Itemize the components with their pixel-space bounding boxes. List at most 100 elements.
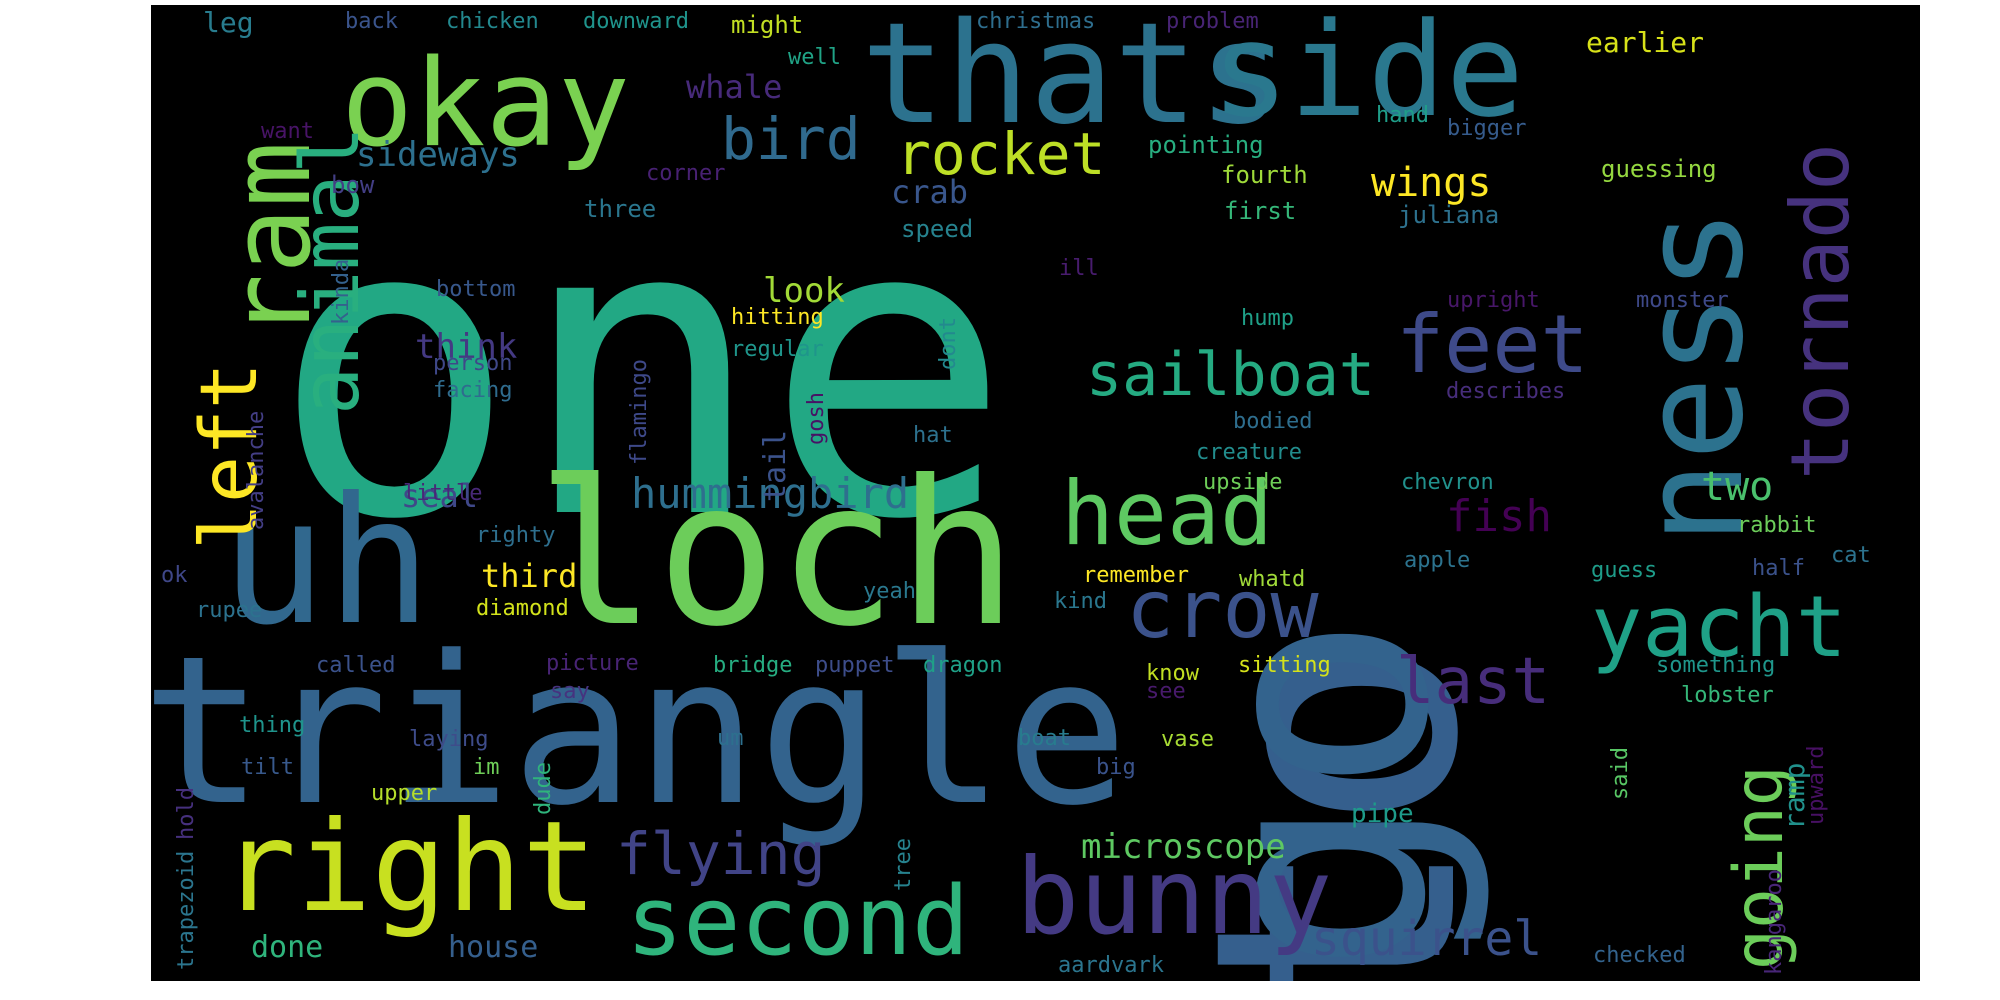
word: upper <box>371 781 438 806</box>
word: earlier <box>1586 26 1705 59</box>
word: fourth <box>1221 161 1308 189</box>
word: avalanche <box>244 410 269 530</box>
word: think <box>415 327 518 367</box>
word: guessing <box>1601 155 1717 183</box>
word: hat <box>913 423 953 448</box>
word: sailboat <box>1086 340 1375 410</box>
word: crab <box>891 173 969 211</box>
word: half <box>1752 556 1805 581</box>
word: second <box>626 867 970 977</box>
word: want <box>261 119 314 144</box>
word: picture <box>546 651 639 676</box>
word: house <box>448 930 539 965</box>
word: one <box>271 131 1012 609</box>
word: ok <box>161 563 188 588</box>
word: bottom <box>436 277 516 302</box>
word: regular <box>731 337 824 362</box>
word: vase <box>1161 727 1214 752</box>
word: first <box>1224 197 1297 225</box>
word: feet <box>1396 298 1589 391</box>
word: dude <box>531 762 556 815</box>
word: chevron <box>1401 470 1494 495</box>
word: guess <box>1591 558 1658 583</box>
word: pointing <box>1148 131 1264 159</box>
word: ill <box>1059 256 1099 281</box>
word: im <box>473 755 500 780</box>
word: creature <box>1196 440 1302 465</box>
word: upright <box>1447 288 1540 313</box>
word: head <box>1061 462 1273 565</box>
word: three <box>584 195 657 223</box>
word: back <box>345 9 398 34</box>
word: apple <box>1404 548 1471 573</box>
word: bigger <box>1447 116 1527 141</box>
word: gosh <box>804 392 829 445</box>
word: side <box>1211 5 1525 146</box>
word: hold <box>174 787 199 840</box>
word: bodied <box>1233 409 1313 434</box>
word: describes <box>1446 379 1566 404</box>
word: upward <box>1804 745 1829 825</box>
word: facing <box>433 378 513 403</box>
word: third <box>481 557 578 595</box>
word: downward <box>583 9 689 34</box>
word: triangle <box>151 613 1129 851</box>
word: whatd <box>1239 567 1306 592</box>
word: know <box>1146 661 1199 686</box>
word: hitting <box>731 305 824 330</box>
word: bow <box>331 171 375 199</box>
word: rabbit <box>1737 513 1817 538</box>
word: tornado <box>1774 142 1867 480</box>
word: fish <box>1446 491 1552 542</box>
word: called <box>316 653 396 678</box>
word: rupee <box>196 598 263 623</box>
word: diamond <box>476 596 569 621</box>
word: dragon <box>923 653 1003 678</box>
word: dont <box>936 317 961 370</box>
word: rocket <box>896 120 1106 188</box>
word: um <box>717 726 744 751</box>
word: done <box>251 930 324 965</box>
word: crow <box>1126 563 1319 656</box>
word: pipe <box>1351 799 1414 829</box>
word: tree <box>891 838 916 891</box>
word: loch <box>536 438 1018 671</box>
word: see <box>1146 679 1186 704</box>
word: right <box>221 795 598 940</box>
word: kind <box>1054 589 1107 614</box>
word: sitting <box>1238 653 1331 678</box>
word: yacht <box>1591 578 1847 677</box>
word: bridge <box>713 653 793 678</box>
word: tilt <box>241 755 294 780</box>
word: sideways <box>356 135 520 175</box>
word: well <box>788 45 841 70</box>
word: wings <box>1371 160 1492 206</box>
word: problem <box>1166 9 1259 34</box>
word: puppet <box>815 653 895 678</box>
word: big <box>1096 755 1136 780</box>
word: something <box>1656 653 1776 678</box>
word: little <box>403 481 483 506</box>
word: leg <box>203 6 254 39</box>
word: thing <box>239 713 306 738</box>
word: whale <box>686 68 783 106</box>
word: monster <box>1636 288 1729 313</box>
word: laying <box>409 727 489 752</box>
word: speed <box>901 215 974 243</box>
word: uh <box>221 461 432 664</box>
word: bunny <box>1016 836 1333 958</box>
word: bird <box>721 105 861 173</box>
word: hand <box>1376 103 1429 128</box>
word: checked <box>1593 943 1686 968</box>
word: aardvark <box>1058 953 1164 978</box>
word: flamingo <box>627 359 652 465</box>
word: said <box>1608 747 1633 800</box>
word: kinda <box>329 258 354 325</box>
word: thats <box>861 5 1283 156</box>
word: corner <box>646 161 726 186</box>
word: remember <box>1083 563 1189 588</box>
word: okay <box>341 35 630 174</box>
word: hump <box>1241 306 1294 331</box>
word: upside <box>1203 470 1283 495</box>
word: two <box>1701 464 1774 510</box>
